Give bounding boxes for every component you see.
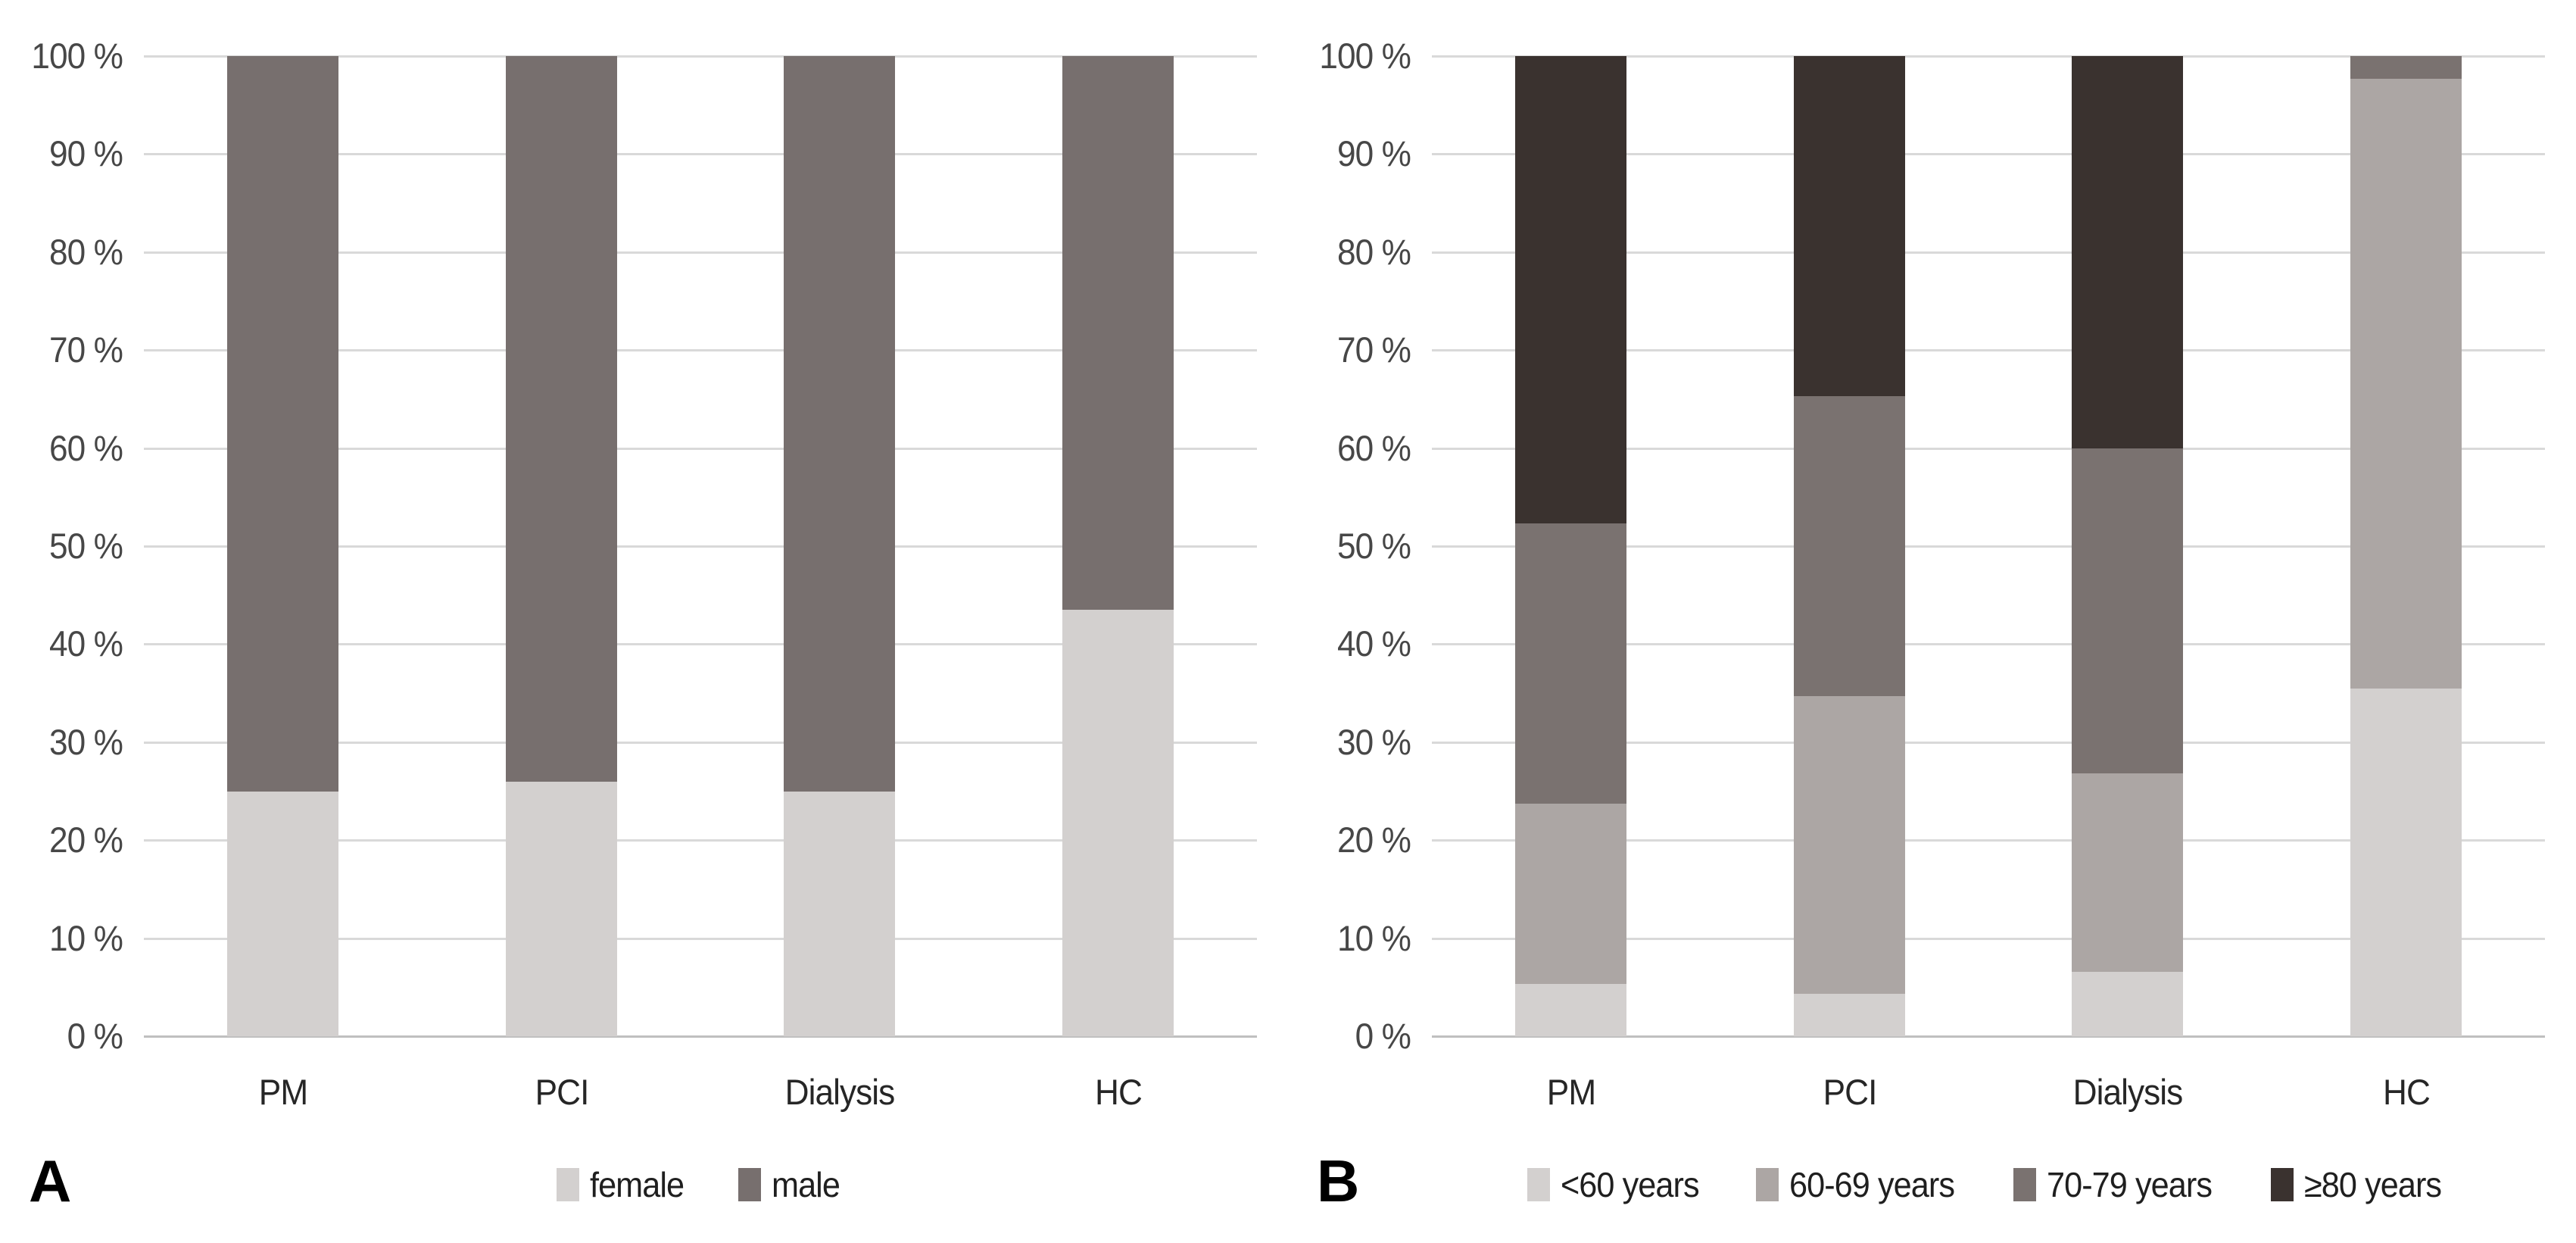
panel-label-b: B [1317,1148,1360,1214]
y-tick-label-60: 60 % [49,427,123,468]
x-axis-line [144,1035,1257,1038]
bar-segment-pm-70-79-years [1515,523,1626,804]
y-tick-label-70: 70 % [49,329,123,370]
legend-a: female male [144,1163,1257,1206]
y-tick-label-0: 0 % [1355,1016,1411,1056]
bar-segment-pm-60-69-years [1515,804,1626,984]
y-tick-label-70: 70 % [1337,329,1411,370]
y-tick-label-50: 50 % [1337,526,1411,566]
legend-b: <60 years 60-69 years 70-79 years ≥80 years [1432,1163,2545,1206]
bar-segment-pci-70-79-years [1794,396,1905,696]
legend-swatch-60-69-years [1755,1168,1779,1201]
legend-label-60-years: <60 years [1560,1165,1700,1204]
x-axis-line [1432,1035,2545,1038]
legend-swatch-70-79-years [2013,1168,2036,1201]
bar-segment-dialysis-60-69-years [2072,773,2183,972]
legend-item-60-69-years: 60-69 years [1755,1165,1965,1204]
legend-swatch-male [738,1168,762,1201]
legend-label-female: female [590,1165,685,1204]
legend-swatch-60-years [1527,1168,1550,1201]
x-category-label-pm: PM [1546,1072,1596,1112]
y-tick-label-10: 10 % [49,917,123,958]
legend-item-70-79-years: 70-79 years [2013,1167,2222,1202]
y-tick-label-50: 50 % [49,526,123,566]
panel-b: <60 years 60-69 years 70-79 years ≥80 years… [1288,0,2576,1243]
bar-segment-pci-80-years [1794,56,1905,396]
bar-segment-pm-60-years [1515,984,1626,1036]
bar-segment-dialysis-70-79-years [2072,448,2183,773]
bar-segment-pci-60-69-years [1794,696,1905,994]
y-tick-label-60: 60 % [1337,427,1411,468]
y-tick-label-0: 0 % [67,1016,123,1056]
y-tick-label-80: 80 % [1337,231,1411,272]
x-category-label-dialysis: Dialysis [2072,1072,2184,1112]
legend-label-60-69-years: 60-69 years [1789,1165,1955,1204]
bar-segment-dialysis-female [784,792,895,1036]
legend-item-male: male [738,1167,844,1202]
y-tick-label-20: 20 % [49,820,123,860]
legend-item-60-years: <60 years [1527,1167,1707,1202]
legend-label-male: male [772,1165,840,1204]
bar-segment-pm-female [227,792,338,1036]
bar-segment-hc-70-79-years [2350,56,2462,79]
legend-item-female: female [557,1167,690,1202]
legend-label-70-79-years: 70-79 years [2046,1165,2213,1204]
y-tick-label-40: 40 % [1337,623,1411,664]
y-tick-label-100: 100 % [31,36,123,76]
x-category-label-pci: PCI [535,1072,590,1112]
legend-swatch-female [557,1168,580,1201]
bar-segment-pm-80-years [1515,56,1626,523]
bar-segment-hc-60-69-years [2350,79,2462,689]
x-category-label-pci: PCI [1823,1072,1878,1112]
legend-swatch-80-years [2270,1168,2294,1201]
panel-label-a: A [29,1148,72,1214]
bar-segment-dialysis-60-years [2072,972,2183,1036]
x-category-label-pm: PM [258,1072,308,1112]
bar-segment-hc-60-years [2350,689,2462,1036]
y-tick-label-40: 40 % [49,623,123,664]
y-tick-label-100: 100 % [1319,36,1411,76]
y-tick-label-30: 30 % [1337,721,1411,762]
bar-segment-pci-male [506,56,617,782]
y-tick-label-80: 80 % [49,231,123,272]
bar-segment-dialysis-80-years [2072,56,2183,448]
y-tick-label-90: 90 % [49,133,123,174]
bar-segment-hc-male [1062,56,1174,610]
bar-segment-pci-female [506,782,617,1036]
y-tick-label-90: 90 % [1337,133,1411,174]
legend-label-80-years: ≥80 years [2303,1165,2442,1204]
y-tick-label-20: 20 % [1337,820,1411,860]
bar-segment-dialysis-male [784,56,895,792]
x-category-label-hc: HC [1095,1072,1143,1112]
bar-segment-hc-female [1062,610,1174,1036]
bar-segment-pm-male [227,56,338,792]
panel-a: female male A 0 % 10 % 20 % 30 % 40 % 50 % 60 %… [29,36,1257,1214]
legend-item-80-years: ≥80 years [2270,1165,2450,1204]
bar-segment-pci-60-years [1794,994,1905,1036]
x-category-label-dialysis: Dialysis [784,1072,896,1112]
y-tick-label-30: 30 % [49,721,123,762]
x-category-label-hc: HC [2383,1072,2431,1112]
y-tick-label-10: 10 % [1337,917,1411,958]
